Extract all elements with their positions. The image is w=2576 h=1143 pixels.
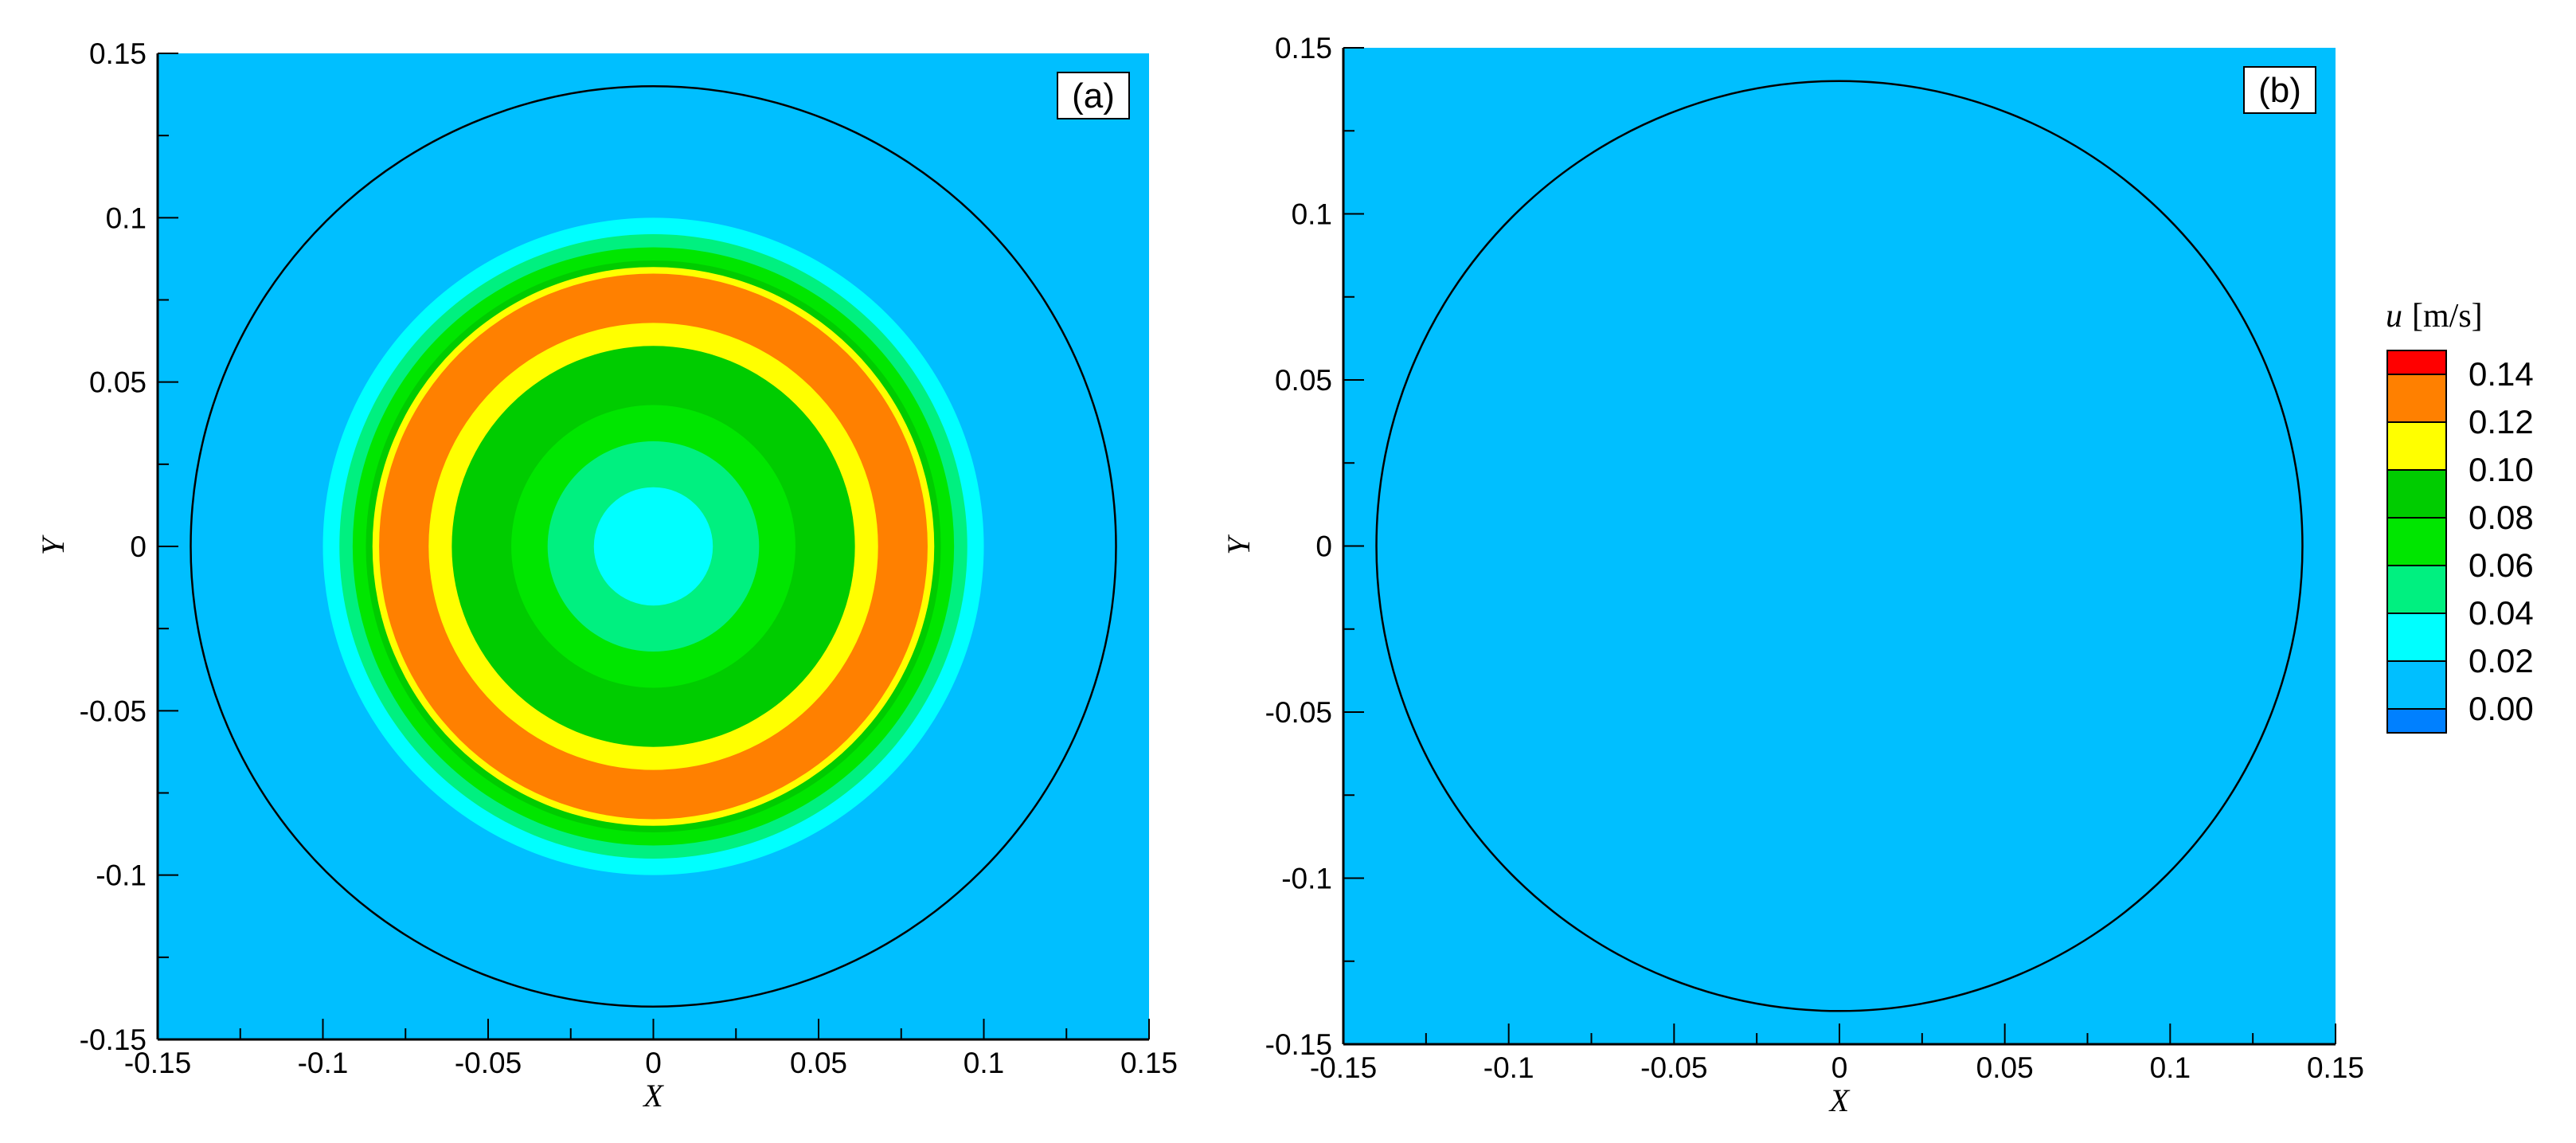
x-tick-label: -0.1 <box>298 1047 349 1079</box>
y-tick-label: -0.1 <box>96 859 147 892</box>
x-tick-label: -0.05 <box>1640 1051 1707 1084</box>
x-tick-label: 0.1 <box>964 1047 1004 1079</box>
y-tick-label: -0.05 <box>80 695 147 727</box>
legend-swatch <box>2386 374 2447 423</box>
y-tick-label: 0.05 <box>1275 364 1332 397</box>
y-axis-title: Y <box>1221 534 1257 555</box>
y-tick-label: 0.15 <box>89 37 147 70</box>
legend: u [m/s] 0.14 0.12 0.10 0.08 0.06 0.04 0.02 0.00 <box>2386 298 2534 734</box>
legend-label: 0.08 <box>2469 499 2534 536</box>
legend-swatch <box>2386 469 2447 519</box>
legend-swatch <box>2386 565 2447 614</box>
x-tick-label: -0.15 <box>124 1047 191 1079</box>
x-tick-label: 0 <box>645 1047 662 1079</box>
legend-swatch-top <box>2386 350 2447 375</box>
contour-band <box>593 487 713 606</box>
x-tick-label: -0.1 <box>1483 1051 1534 1084</box>
contour-panel-a: -0.15 -0.1 -0.05 0 0.05 0.1 0.15 -0.15 -0.1 -0.05… <box>35 37 1178 1114</box>
legend-title: u [m/s] <box>2386 298 2483 335</box>
y-tick-label: -0.15 <box>80 1024 147 1056</box>
legend-label: 0.06 <box>2469 546 2534 584</box>
legend-swatch <box>2386 708 2447 734</box>
y-axis-title: Y <box>35 534 71 555</box>
legend-label: 0.12 <box>2469 403 2534 440</box>
x-tick-label: -0.05 <box>455 1047 522 1079</box>
legend-swatch <box>2386 613 2447 662</box>
contour-background <box>1343 48 2336 1044</box>
x-axis-title: X <box>642 1078 664 1114</box>
y-tick-label: 0 <box>130 530 147 563</box>
y-tick-label: -0.1 <box>1281 863 1332 895</box>
x-tick-label: 0.05 <box>1976 1051 2034 1084</box>
x-tick-label: 0.05 <box>790 1047 847 1079</box>
x-tick-label: 0 <box>1831 1051 1848 1084</box>
y-tick-label: 0.1 <box>106 202 147 234</box>
legend-label: 0.02 <box>2469 642 2534 679</box>
legend-label: 0.00 <box>2469 690 2534 727</box>
boundary-circle <box>190 85 1117 1008</box>
contour-panel-b: -0.15 -0.1 -0.05 0 0.05 0.1 0.15 -0.15 -0.1 -0.05… <box>1221 32 2364 1118</box>
panel-label-box <box>2243 66 2316 114</box>
legend-swatch <box>2386 660 2447 710</box>
y-tick-label: 0.1 <box>1292 198 1332 231</box>
legend-label: 0.10 <box>2469 451 2534 488</box>
legend-swatch <box>2386 421 2447 471</box>
panel-label: (b) <box>2258 71 2301 110</box>
legend-swatch <box>2386 517 2447 566</box>
legend-label: 0.14 <box>2469 355 2534 393</box>
boundary-circle <box>1375 80 2304 1012</box>
legend-label: 0.04 <box>2469 594 2534 632</box>
y-tick-label: 0.15 <box>1275 32 1332 65</box>
x-tick-label: 0.15 <box>2307 1051 2364 1084</box>
y-tick-label: -0.05 <box>1265 696 1332 729</box>
x-tick-label: 0.15 <box>1120 1047 1178 1079</box>
panel-label: (a) <box>1072 76 1115 115</box>
panel-label-box <box>1057 72 1130 119</box>
legend-title-variable: u <box>2386 298 2402 335</box>
y-tick-label: -0.15 <box>1265 1028 1332 1061</box>
x-tick-label: -0.15 <box>1310 1051 1377 1084</box>
y-tick-label: 0 <box>1315 530 1332 563</box>
y-tick-label: 0.05 <box>89 366 147 399</box>
x-tick-label: 0.1 <box>2150 1051 2191 1084</box>
legend-title-unit: [m/s] <box>2412 298 2483 335</box>
x-axis-title: X <box>1828 1082 1851 1118</box>
